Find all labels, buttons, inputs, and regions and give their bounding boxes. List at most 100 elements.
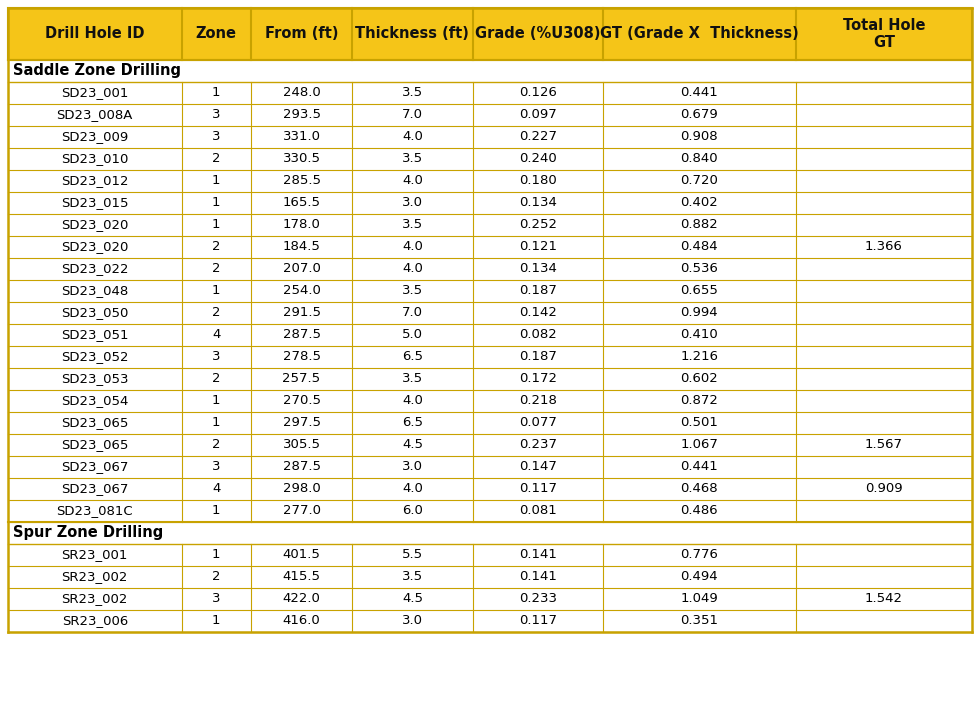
Text: SD23_009: SD23_009: [61, 131, 128, 144]
Text: SD23_048: SD23_048: [61, 284, 128, 298]
Text: 1: 1: [212, 218, 220, 231]
Bar: [8, 500, 972, 522]
Text: 3.0: 3.0: [402, 460, 423, 474]
Text: 7.0: 7.0: [402, 108, 423, 122]
Text: SD23_008A: SD23_008A: [57, 108, 133, 122]
Text: 415.5: 415.5: [282, 571, 320, 583]
Bar: [8, 588, 972, 610]
Text: 270.5: 270.5: [282, 395, 320, 407]
Text: 1.049: 1.049: [680, 592, 718, 605]
Text: 3.5: 3.5: [402, 218, 423, 231]
Text: 331.0: 331.0: [282, 131, 320, 144]
Text: 3: 3: [212, 351, 220, 363]
Text: 2: 2: [212, 373, 220, 385]
Text: 2: 2: [212, 153, 220, 165]
Text: 0.351: 0.351: [680, 614, 718, 628]
Text: 0.679: 0.679: [680, 108, 718, 122]
Text: SD23_015: SD23_015: [61, 197, 128, 209]
Text: 5.0: 5.0: [402, 329, 423, 341]
Text: 3.5: 3.5: [402, 284, 423, 298]
Text: 0.872: 0.872: [680, 395, 718, 407]
Bar: [8, 390, 972, 412]
Bar: [8, 148, 972, 170]
Text: 5.5: 5.5: [402, 549, 423, 561]
Text: SD23_051: SD23_051: [61, 329, 128, 341]
Text: 0.441: 0.441: [680, 460, 718, 474]
Text: SD23_022: SD23_022: [61, 262, 128, 276]
Bar: [8, 104, 972, 126]
Text: 0.117: 0.117: [518, 482, 557, 496]
Text: 1: 1: [212, 86, 220, 100]
Text: SR23_002: SR23_002: [62, 571, 128, 583]
Text: 4.5: 4.5: [402, 592, 423, 605]
Bar: [8, 456, 972, 478]
Text: Total Hole
GT: Total Hole GT: [843, 18, 925, 50]
Text: 0.776: 0.776: [680, 549, 718, 561]
Text: 297.5: 297.5: [282, 416, 320, 429]
Text: 0.536: 0.536: [680, 262, 718, 276]
Bar: [8, 544, 972, 566]
Bar: [8, 610, 972, 632]
Text: 287.5: 287.5: [282, 460, 320, 474]
Text: 0.141: 0.141: [518, 571, 557, 583]
Text: 4.0: 4.0: [402, 240, 422, 254]
Bar: [8, 368, 972, 390]
Text: 0.602: 0.602: [680, 373, 718, 385]
Text: 305.5: 305.5: [282, 438, 320, 452]
Text: 0.142: 0.142: [518, 307, 557, 320]
Bar: [8, 192, 972, 214]
Text: 2: 2: [212, 240, 220, 254]
Text: 287.5: 287.5: [282, 329, 320, 341]
Bar: [8, 566, 972, 588]
Text: 1.542: 1.542: [864, 592, 903, 605]
Text: 277.0: 277.0: [282, 505, 320, 518]
Text: 4: 4: [212, 329, 220, 341]
Bar: [8, 324, 972, 346]
Text: 0.077: 0.077: [518, 416, 557, 429]
Text: SD23_067: SD23_067: [61, 482, 128, 496]
Bar: [8, 236, 972, 258]
Text: 0.909: 0.909: [865, 482, 903, 496]
Text: 0.237: 0.237: [518, 438, 557, 452]
Text: 3.5: 3.5: [402, 571, 423, 583]
Text: 0.134: 0.134: [518, 262, 557, 276]
Bar: [8, 302, 972, 324]
Text: 0.720: 0.720: [680, 175, 718, 187]
Text: 278.5: 278.5: [282, 351, 320, 363]
Bar: [8, 346, 972, 368]
Text: 2: 2: [212, 262, 220, 276]
Text: 1: 1: [212, 549, 220, 561]
Text: 7.0: 7.0: [402, 307, 423, 320]
Text: SD23_053: SD23_053: [61, 373, 128, 385]
Text: SR23_001: SR23_001: [62, 549, 128, 561]
Text: 4.0: 4.0: [402, 131, 422, 144]
Text: 165.5: 165.5: [282, 197, 320, 209]
Text: SR23_006: SR23_006: [62, 614, 127, 628]
Text: 0.097: 0.097: [518, 108, 557, 122]
Text: SD23_020: SD23_020: [61, 218, 128, 231]
Bar: [8, 170, 972, 192]
Text: 2: 2: [212, 438, 220, 452]
Text: 1: 1: [212, 416, 220, 429]
Text: Spur Zone Drilling: Spur Zone Drilling: [13, 525, 164, 540]
Text: 0.410: 0.410: [680, 329, 718, 341]
Text: 0.147: 0.147: [518, 460, 557, 474]
Text: 0.994: 0.994: [680, 307, 718, 320]
Text: 0.218: 0.218: [518, 395, 557, 407]
Text: 330.5: 330.5: [282, 153, 320, 165]
Text: 0.840: 0.840: [680, 153, 718, 165]
Bar: [8, 280, 972, 302]
Text: From (ft): From (ft): [265, 26, 338, 42]
Text: 3.0: 3.0: [402, 614, 423, 628]
Text: 0.252: 0.252: [518, 218, 557, 231]
Text: 4.0: 4.0: [402, 175, 422, 187]
Text: 4.0: 4.0: [402, 262, 422, 276]
Text: 0.484: 0.484: [680, 240, 718, 254]
Text: 0.494: 0.494: [680, 571, 718, 583]
Text: 0.141: 0.141: [518, 549, 557, 561]
Bar: [8, 8, 972, 60]
Text: 0.441: 0.441: [680, 86, 718, 100]
Text: Drill Hole ID: Drill Hole ID: [45, 26, 144, 42]
Text: 6.0: 6.0: [402, 505, 422, 518]
Text: SD23_052: SD23_052: [61, 351, 128, 363]
